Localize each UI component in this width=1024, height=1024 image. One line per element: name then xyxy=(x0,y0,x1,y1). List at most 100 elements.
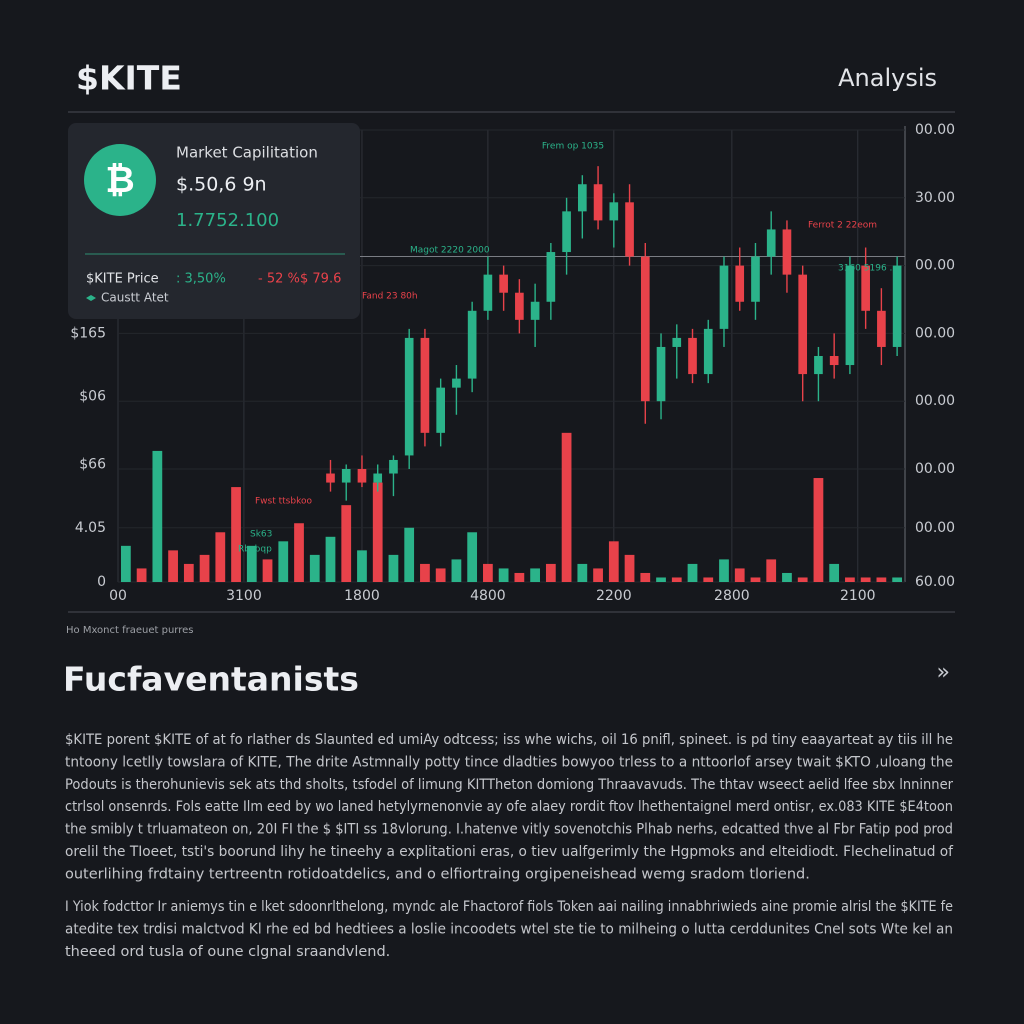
volume-bar xyxy=(703,577,714,582)
candle-body xyxy=(389,459,398,474)
price-drop: - 52 % xyxy=(258,272,300,287)
candle-body xyxy=(326,473,335,483)
volume-bar xyxy=(451,559,462,582)
x-tick-label: 2800 xyxy=(714,588,750,604)
candle-body xyxy=(499,274,508,293)
candle-body xyxy=(782,229,792,275)
analysis-link[interactable]: Analysis xyxy=(838,64,937,92)
candle-body xyxy=(688,337,697,375)
volume-bar xyxy=(246,545,257,582)
volume-bar xyxy=(577,563,588,582)
volume-bar xyxy=(734,568,745,582)
volume-bar xyxy=(813,478,824,582)
price-value: $ 79.6 xyxy=(300,272,341,287)
paragraph-line: the smibly t trluamateon on, 20I FI the … xyxy=(65,822,953,838)
candle-body xyxy=(436,387,445,433)
volume-bar xyxy=(561,432,572,582)
candle-body xyxy=(373,473,383,483)
y2-tick-label: 00.00 xyxy=(915,461,955,477)
candle-body xyxy=(892,265,902,347)
y2-tick-label: 30.00 xyxy=(915,190,955,206)
candle-body xyxy=(562,211,571,253)
candle-body xyxy=(357,469,367,483)
volume-bar xyxy=(357,550,367,582)
app-title: $KITE xyxy=(76,59,182,98)
y-tick-label: $165 xyxy=(70,325,106,341)
volume-bar xyxy=(624,554,635,582)
card-label: Market Capilitation xyxy=(176,144,318,162)
candle-body xyxy=(625,202,634,257)
candle-body xyxy=(640,256,650,402)
y-tick-label: 0 xyxy=(97,574,106,590)
paragraph-line: theeed ord tusla of oune clgnal sraandvl… xyxy=(65,944,390,960)
y2-tick-label: 00.00 xyxy=(915,122,955,138)
annotation: Fwst ttsbkoo xyxy=(255,497,312,507)
candle-body xyxy=(341,469,351,483)
candle-body xyxy=(735,265,745,302)
volume-bar xyxy=(215,532,226,582)
x-tick-label: 2100 xyxy=(840,588,876,604)
y2-tick-label: 00.00 xyxy=(915,393,955,409)
candle-body xyxy=(404,337,414,456)
volume-bar xyxy=(797,577,808,582)
candle-body xyxy=(515,292,524,320)
paragraph-line: atedite tex trdisi malctvod Kl rhe ed bd… xyxy=(65,921,953,937)
candle-body xyxy=(766,229,776,257)
volume-bar xyxy=(671,577,682,582)
paragraph-line: tntoony lcetlly towslara of KITE, The dr… xyxy=(65,754,953,770)
x-tick-label: 4800 xyxy=(470,588,506,604)
volume-bar xyxy=(530,568,540,582)
candle-body xyxy=(814,356,823,375)
volume-bar xyxy=(152,450,163,582)
candle-body xyxy=(546,252,556,302)
volume-bar xyxy=(199,554,210,582)
annotation: Magot 2220 2000 xyxy=(410,246,490,256)
candle-body xyxy=(593,184,603,221)
volume-bar xyxy=(656,577,666,582)
candle-body xyxy=(578,184,587,212)
volume-bar xyxy=(545,563,556,582)
volume-bar xyxy=(325,536,336,582)
annotation: 3160 5196 ... xyxy=(838,264,898,274)
paragraph-line: outerlihing frdtainy tertreentn rotidoat… xyxy=(65,866,810,882)
candle-body xyxy=(861,265,870,311)
status-icon xyxy=(86,295,96,301)
y2-tick-label: 00.00 xyxy=(915,258,955,274)
volume-bar xyxy=(294,523,304,582)
x-tick-label: 1800 xyxy=(344,588,380,604)
y-tick-label: $06 xyxy=(79,389,106,405)
candle-body xyxy=(483,274,493,311)
volume-bar xyxy=(498,568,509,582)
candle-body xyxy=(452,378,461,388)
article: $KITE porent $KITE of at fo rlather ds S… xyxy=(65,732,954,960)
x-tick-label: 2200 xyxy=(596,588,632,604)
volume-bar xyxy=(404,527,415,582)
candle-body xyxy=(877,310,886,347)
annotation: Rbsbqp xyxy=(238,545,272,555)
candle-body xyxy=(719,265,729,329)
y2-tick-label: 60.00 xyxy=(915,574,955,590)
more-button[interactable]: » xyxy=(937,660,950,685)
volume-bar xyxy=(262,559,273,582)
candle-body xyxy=(829,356,839,366)
volume-bar xyxy=(782,572,792,582)
volume-bar xyxy=(420,563,430,582)
y2-tick-label: 00.00 xyxy=(915,325,955,341)
volume-bar xyxy=(608,541,619,582)
paragraph-line: I Yiok fodcttor Ir aniemys tin e lket sd… xyxy=(65,899,953,915)
candle-body xyxy=(656,346,666,402)
price-label: $KITE Price xyxy=(86,272,159,287)
section-title: Fucfaventanists xyxy=(63,660,359,699)
volume-bar xyxy=(829,563,840,582)
volume-bar xyxy=(687,563,698,582)
paragraph-line: Podouts is therohunievis sek ats thd sho… xyxy=(65,777,953,793)
volume-bar xyxy=(168,550,178,582)
annotation: Fand 23 80h xyxy=(362,292,418,302)
volume-bar xyxy=(845,577,855,582)
volume-bar xyxy=(183,563,194,582)
market-card: ₿ Market Capilitation $.50,6 9n 1.7752.1… xyxy=(68,123,360,319)
volume-bar xyxy=(341,505,352,582)
volume-bar xyxy=(750,577,761,582)
